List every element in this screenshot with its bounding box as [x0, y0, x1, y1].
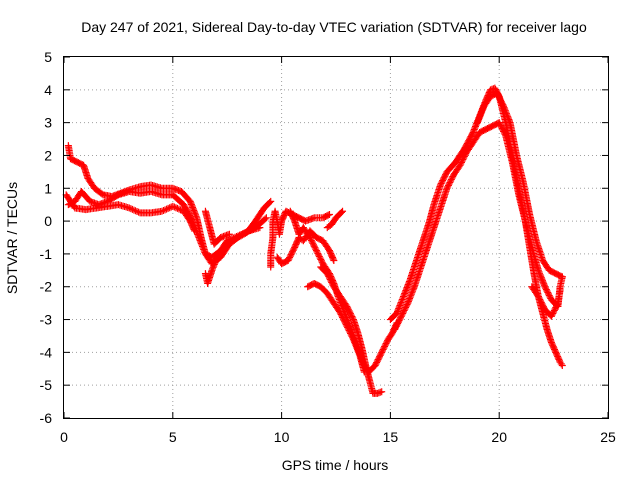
data-point — [229, 234, 237, 242]
data-point — [164, 204, 172, 212]
data-point — [349, 334, 357, 342]
data-point — [228, 235, 236, 243]
x-axis-label: GPS time / hours — [282, 457, 389, 473]
data-point — [170, 203, 178, 211]
y-tick-label: -3 — [40, 312, 53, 328]
data-point — [325, 223, 333, 231]
data-point — [177, 206, 185, 214]
y-tick-label: 2 — [44, 147, 52, 163]
data-point — [131, 207, 139, 215]
data-point — [233, 233, 241, 241]
axis-ticks — [63, 56, 609, 419]
data-point — [237, 230, 245, 238]
x-tick-label: 25 — [600, 429, 616, 445]
data-point — [133, 207, 141, 215]
y-tick-label: 0 — [44, 213, 52, 229]
data-point — [557, 272, 565, 280]
data-point — [172, 204, 180, 212]
data-point — [261, 215, 269, 223]
data-point — [242, 228, 250, 236]
y-tick-label: 5 — [44, 49, 52, 65]
data-point — [125, 204, 133, 212]
data-point — [225, 236, 233, 244]
series-pass-o — [528, 283, 564, 320]
y-tick-label: -5 — [40, 377, 53, 393]
series-pass-c — [62, 191, 199, 235]
data-point — [231, 233, 239, 241]
data-point — [324, 211, 332, 219]
series-pass-f — [267, 207, 333, 271]
data-point — [159, 207, 167, 215]
data-point — [558, 273, 566, 281]
data-point — [130, 206, 138, 214]
data-point — [501, 130, 509, 138]
data-point — [128, 205, 136, 213]
data-point — [360, 368, 368, 376]
plot-frame — [63, 56, 609, 419]
series-pass-n — [473, 89, 566, 281]
data-point — [175, 205, 183, 213]
data-point — [266, 198, 274, 206]
data-point — [234, 232, 242, 240]
data-point — [226, 235, 234, 243]
data-points — [62, 84, 566, 397]
data-point — [236, 231, 244, 239]
data-point — [173, 204, 181, 212]
y-tick-label: 1 — [44, 180, 52, 196]
data-point — [262, 214, 270, 222]
data-point — [499, 101, 507, 109]
data-point — [166, 204, 174, 212]
data-point — [191, 227, 199, 235]
series-pass-d — [201, 224, 264, 287]
series-pass-j — [304, 279, 368, 376]
data-point — [163, 205, 171, 213]
series-pass-k — [323, 207, 347, 232]
data-point — [557, 360, 565, 368]
data-point — [127, 205, 135, 213]
x-tick-labels: 0 5 10 15 20 25 — [60, 429, 616, 445]
x-tick-label: 20 — [491, 429, 507, 445]
data-point — [323, 224, 331, 232]
x-tick-label: 0 — [60, 429, 68, 445]
y-tick-label: -4 — [40, 344, 53, 360]
data-point — [225, 230, 233, 238]
series-pass-g — [273, 227, 338, 268]
data-point — [190, 226, 198, 234]
series-pass-i — [317, 263, 386, 397]
data-point — [325, 211, 333, 219]
chart-title: Day 247 of 2021, Sidereal Day-to-day VTE… — [81, 19, 587, 35]
data-point — [240, 229, 248, 237]
data-point — [223, 237, 231, 245]
y-tick-label: -6 — [40, 410, 53, 426]
data-point — [556, 357, 564, 365]
y-tick-label: 3 — [44, 115, 52, 131]
data-point — [135, 208, 143, 216]
series-pass-e — [201, 207, 233, 248]
data-point — [256, 224, 264, 232]
x-tick-label: 10 — [274, 429, 290, 445]
data-point — [169, 202, 177, 210]
data-point — [161, 206, 169, 214]
y-tick-label: -2 — [40, 279, 53, 295]
data-point — [267, 197, 275, 205]
data-point — [329, 255, 337, 263]
data-point — [558, 361, 566, 369]
y-tick-label: -1 — [40, 246, 53, 262]
data-point — [553, 301, 561, 309]
data-point — [378, 388, 386, 396]
data-point — [158, 207, 166, 215]
y-axis-label: SDTVAR / TECUs — [4, 182, 20, 294]
y-tick-label: 4 — [44, 82, 52, 98]
data-point — [556, 286, 564, 294]
x-tick-label: 5 — [169, 429, 177, 445]
y-tick-labels: -6 -5 -4 -3 -2 -1 0 1 2 3 4 5 — [40, 49, 53, 426]
data-point — [243, 228, 251, 236]
x-tick-label: 15 — [383, 429, 399, 445]
data-point — [239, 230, 247, 238]
data-point — [330, 256, 338, 264]
data-point — [403, 301, 411, 309]
